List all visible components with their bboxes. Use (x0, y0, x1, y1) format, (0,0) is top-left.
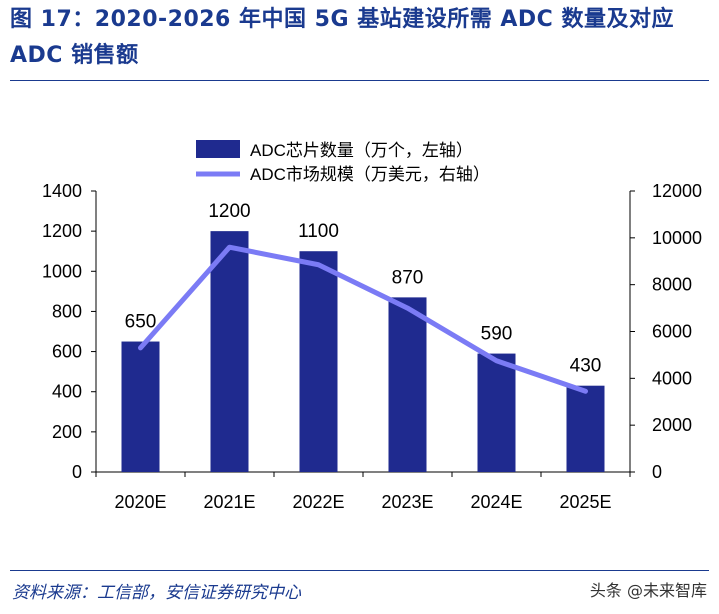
left-axis-tick-label: 800 (52, 301, 82, 321)
left-axis-tick-label: 1200 (42, 221, 82, 241)
left-axis-tick-label: 0 (72, 462, 82, 482)
left-axis-tick-label: 600 (52, 342, 82, 362)
left-axis-tick-label: 1400 (42, 181, 82, 201)
bar (388, 297, 427, 472)
figure-title: 图 17：2020-2026 年中国 5G 基站建设所需 ADC 数量及对应 A… (10, 7, 674, 68)
right-axis-tick-label: 0 (652, 462, 662, 482)
right-axis-tick-label: 2000 (652, 415, 692, 435)
right-axis-tick-label: 4000 (652, 368, 692, 388)
bar-data-label: 650 (125, 312, 157, 333)
bar (121, 341, 160, 472)
bar (210, 231, 249, 472)
bar-data-label: 1200 (208, 201, 250, 222)
left-axis-tick-label: 200 (52, 422, 82, 442)
bar (566, 385, 605, 472)
x-axis-tick-label: 2023E (381, 492, 433, 512)
line-path (138, 244, 588, 394)
footer-divider (10, 570, 709, 571)
source-note: 资料来源：工信部，安信证券研究中心 (12, 583, 301, 603)
legend-swatch-bar (196, 140, 240, 158)
legend: ADC芯片数量（万个，左轴） ADC市场规模（万美元，右轴） (196, 140, 490, 184)
watermark: 头条 @未来智库 (589, 581, 707, 600)
legend-label-bar: ADC芯片数量（万个，左轴） (250, 141, 473, 160)
right-axis-tick-label: 10000 (652, 228, 702, 248)
bars (121, 231, 605, 472)
line-series (138, 244, 588, 394)
right-axis-tick-label: 12000 (652, 181, 702, 201)
bar (299, 251, 338, 472)
bar-data-label: 590 (481, 324, 513, 345)
bar-data-label: 870 (392, 267, 424, 288)
right-axis-tick-label: 6000 (652, 322, 692, 342)
data-labels: 650 1200 1100 870 590 430 (125, 201, 602, 377)
x-axis-tick-label: 2025E (559, 492, 611, 512)
left-axis-tick-label: 400 (52, 382, 82, 402)
x-axis-tick-label: 2021E (203, 492, 255, 512)
x-axis-tick-label: 2024E (470, 492, 522, 512)
title-divider (10, 80, 709, 81)
x-axis-tick-label: 2020E (114, 492, 166, 512)
bar (477, 353, 516, 472)
bar-data-label: 430 (570, 356, 602, 377)
legend-label-line: ADC市场规模（万美元，右轴） (250, 165, 490, 184)
bar-data-label: 1100 (298, 221, 339, 242)
right-axis-tick-label: 8000 (652, 275, 692, 295)
axes: 0 200 400 600 800 1000 1200 1400 0 2000 4000 6000 80… (42, 181, 702, 512)
x-axis-tick-label: 2022E (292, 492, 344, 512)
chart: ADC芯片数量（万个，左轴） ADC市场规模（万美元，右轴） 0 200 400 600… (42, 140, 702, 512)
left-axis-tick-label: 1000 (42, 261, 82, 281)
